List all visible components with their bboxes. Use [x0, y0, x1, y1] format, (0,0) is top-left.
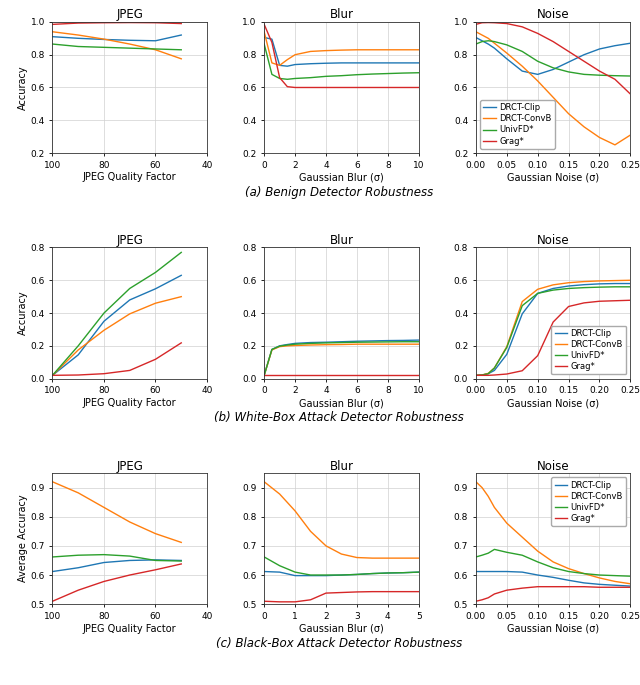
X-axis label: Gaussian Noise (σ): Gaussian Noise (σ)	[507, 623, 599, 634]
Y-axis label: Accuracy: Accuracy	[18, 290, 28, 336]
Title: Blur: Blur	[330, 234, 353, 247]
Legend: DRCT-Clip, DRCT-ConvB, UnivFD*, Grag*: DRCT-Clip, DRCT-ConvB, UnivFD*, Grag*	[551, 325, 626, 375]
X-axis label: Gaussian Blur (σ): Gaussian Blur (σ)	[299, 398, 384, 408]
X-axis label: Gaussian Noise (σ): Gaussian Noise (σ)	[507, 398, 599, 408]
Title: Noise: Noise	[537, 234, 570, 247]
X-axis label: Gaussian Blur (σ): Gaussian Blur (σ)	[299, 173, 384, 182]
Title: JPEG: JPEG	[116, 8, 143, 21]
X-axis label: Gaussian Noise (σ): Gaussian Noise (σ)	[507, 173, 599, 182]
Title: JPEG: JPEG	[116, 460, 143, 473]
Title: Blur: Blur	[330, 8, 353, 21]
X-axis label: Gaussian Blur (σ): Gaussian Blur (σ)	[299, 623, 384, 634]
Y-axis label: Average Accuracy: Average Accuracy	[18, 495, 28, 582]
Text: (b) White-Box Attack Detector Robustness: (b) White-Box Attack Detector Robustness	[214, 412, 464, 425]
Title: JPEG: JPEG	[116, 234, 143, 247]
Text: (c) Black-Box Attack Detector Robustness: (c) Black-Box Attack Detector Robustness	[216, 637, 462, 650]
Text: (a) Benign Detector Robustness: (a) Benign Detector Robustness	[245, 186, 433, 199]
X-axis label: JPEG Quality Factor: JPEG Quality Factor	[83, 398, 177, 408]
Legend: DRCT-Clip, DRCT-ConvB, UnivFD*, Grag*: DRCT-Clip, DRCT-ConvB, UnivFD*, Grag*	[480, 100, 555, 149]
Title: Noise: Noise	[537, 8, 570, 21]
Title: Noise: Noise	[537, 460, 570, 473]
X-axis label: JPEG Quality Factor: JPEG Quality Factor	[83, 173, 177, 182]
Y-axis label: Accuracy: Accuracy	[18, 65, 28, 110]
Legend: DRCT-Clip, DRCT-ConvB, UnivFD*, Grag*: DRCT-Clip, DRCT-ConvB, UnivFD*, Grag*	[551, 477, 626, 526]
Title: Blur: Blur	[330, 460, 353, 473]
X-axis label: JPEG Quality Factor: JPEG Quality Factor	[83, 623, 177, 634]
